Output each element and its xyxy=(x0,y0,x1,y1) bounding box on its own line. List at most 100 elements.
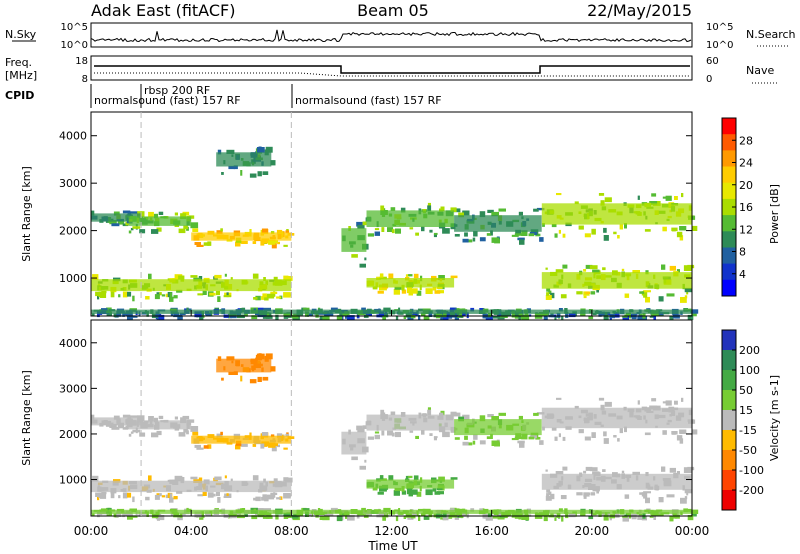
power-echo-cell xyxy=(215,291,220,296)
velocity-echo-cell xyxy=(283,493,291,499)
nsky-panel xyxy=(90,22,693,48)
power-echo-cell xyxy=(550,292,555,299)
velocity-echo-cell xyxy=(364,459,367,463)
velocity-echo-cell xyxy=(501,511,509,517)
velocity-echo-cell xyxy=(169,493,172,499)
power-echo-cell xyxy=(339,311,343,317)
power-echo-cell xyxy=(284,276,293,281)
velocity-echo-cell xyxy=(491,440,500,446)
power-echo-cell xyxy=(592,313,597,316)
power-echo-cell xyxy=(178,228,186,234)
velocity-echo-cell xyxy=(412,489,418,495)
velocity-colorbar-tick-label: 100 xyxy=(739,364,760,377)
power-echo-cell xyxy=(362,221,367,226)
velocity-echo-cell xyxy=(387,430,394,436)
power-echo-cell xyxy=(156,227,162,232)
velocity-echo-cell xyxy=(661,466,666,472)
power-echo-cell xyxy=(454,234,460,237)
power-echo-cell xyxy=(92,274,99,280)
velocity-echo-cell xyxy=(347,515,355,521)
velocity-echo-cell xyxy=(487,513,492,518)
power-echo-cell xyxy=(565,311,569,318)
power-echo-cell xyxy=(613,312,620,318)
power-echo-cell xyxy=(679,235,684,241)
power-echo-cell xyxy=(585,264,593,269)
velocity-echo-cell xyxy=(91,414,95,420)
nsky-trace xyxy=(90,29,692,43)
velocity-echo-cell xyxy=(554,515,557,521)
velocity-echo-cell xyxy=(675,514,680,519)
power-echo-cell xyxy=(473,231,478,237)
velocity-echo-cell xyxy=(411,515,416,519)
power-echo-cell xyxy=(458,212,464,218)
velocity-echo-cell xyxy=(585,492,591,495)
velocity-echo-cell xyxy=(412,512,417,516)
velocity-echo-cell xyxy=(221,377,224,381)
power-echo-cell xyxy=(178,275,185,280)
velocity-echo-cell xyxy=(574,405,579,409)
power-echo-cell xyxy=(562,264,568,269)
velocity-echo-band xyxy=(541,466,695,504)
velocity-echo-cell xyxy=(676,435,683,441)
freq-trace xyxy=(94,65,690,74)
velocity-echo-cell xyxy=(97,495,100,501)
power-colorbar-swatch xyxy=(722,279,736,297)
power-echo-cell xyxy=(461,312,466,317)
velocity-echo-cell xyxy=(110,492,115,499)
velocity-echo-cell xyxy=(391,432,395,437)
velocity-echo-cell xyxy=(351,456,358,461)
power-echo-cell xyxy=(479,308,484,311)
power-echo-cell xyxy=(199,312,204,316)
power-echo-cell xyxy=(479,211,486,218)
freq-tick-high: 18 xyxy=(75,56,88,67)
velocity-colorbar-swatch xyxy=(722,410,736,431)
power-echo-cell xyxy=(130,228,134,231)
velocity-echo-cell xyxy=(130,515,138,518)
power-echo-cell xyxy=(436,290,444,294)
power-echo-cell xyxy=(439,208,444,212)
velocity-echo-cell xyxy=(556,513,561,518)
power-echo-cell xyxy=(501,311,509,317)
power-echo-cell xyxy=(617,235,620,239)
power-echo-cell xyxy=(684,287,692,293)
velocity-echo-cell xyxy=(462,414,470,420)
velocity-echo-cell xyxy=(604,401,612,407)
power-colorbar-tick-label: 12 xyxy=(739,223,753,236)
velocity-echo-cell xyxy=(401,490,407,495)
power-echo-cell xyxy=(662,196,667,199)
power-echo-cell xyxy=(145,296,150,300)
velocity-echo-cell xyxy=(173,512,180,518)
power-echo-cell xyxy=(687,314,694,321)
velocity-echo-cell xyxy=(665,400,672,406)
velocity-echo-cell xyxy=(169,497,174,503)
velocity-echo-cell xyxy=(556,397,562,400)
velocity-echo-cell xyxy=(588,515,594,520)
velocity-echo-cell xyxy=(256,353,265,360)
power-echo-cell xyxy=(177,315,183,321)
power-echo-cell xyxy=(411,314,416,319)
power-echo-cell xyxy=(253,297,258,300)
power-echo-cell xyxy=(600,200,605,206)
power-echo-cell xyxy=(462,210,470,216)
velocity-echo-cell xyxy=(583,496,587,499)
power-echo-cell xyxy=(176,289,183,293)
power-echo-cell xyxy=(275,314,279,320)
power-echo-cell xyxy=(545,267,548,270)
velocity-echo-cell xyxy=(203,445,209,449)
velocity-echo-cell xyxy=(257,508,264,511)
velocity-echo-cell xyxy=(129,508,137,511)
power-echo-cell xyxy=(192,228,199,232)
velocity-echo-cell xyxy=(253,497,258,501)
velocity-echo-cell xyxy=(686,491,689,496)
power-echo-cell xyxy=(273,276,278,282)
velocity-echo-cell xyxy=(409,430,414,433)
velocity-echo-cell xyxy=(415,435,419,439)
power-echo-cell xyxy=(183,225,188,230)
power-echo-cell xyxy=(217,149,222,155)
velocity-echo-cell xyxy=(186,507,189,511)
power-echo-cell xyxy=(555,269,564,273)
power-echo-cell xyxy=(209,292,216,296)
power-echo-cell xyxy=(364,257,367,261)
velocity-ytick-label: 3000 xyxy=(59,382,87,395)
